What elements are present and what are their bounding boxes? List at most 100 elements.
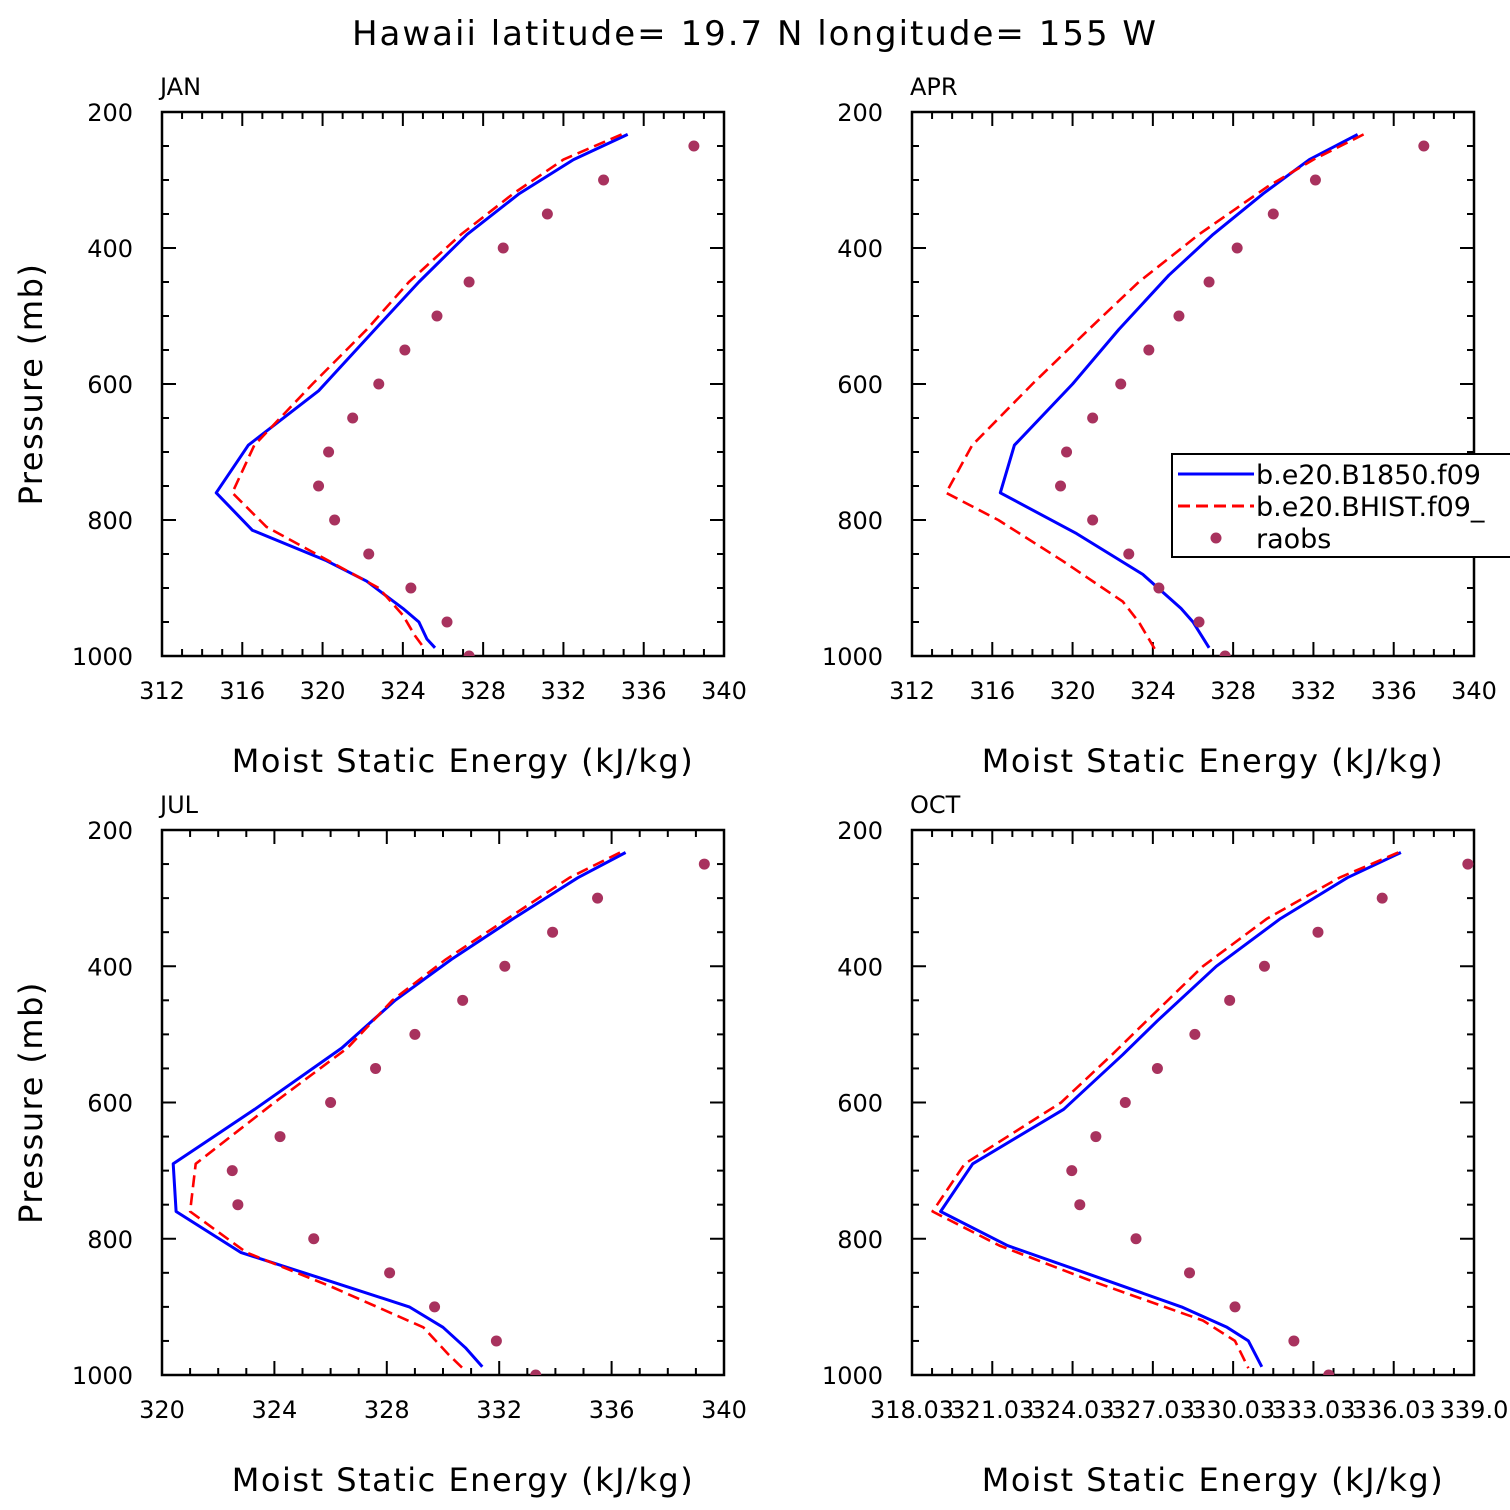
y-tick-label: 400 (837, 953, 883, 981)
y-tick-label: 800 (87, 507, 133, 535)
raobs-point (1224, 994, 1236, 1006)
raobs-point (547, 926, 559, 938)
plot-frame (160, 110, 726, 658)
figure-title: Hawaii latitude= 19.7 N longitude= 155 W (352, 14, 1158, 54)
series-line-bhist (944, 133, 1365, 650)
raobs-point (1153, 582, 1165, 594)
raobs-point (463, 276, 475, 288)
raobs-point (429, 1301, 441, 1313)
x-tick-label: 320 (139, 1396, 185, 1424)
y-tick-label: 1000 (72, 643, 133, 671)
y-tick-label: 200 (87, 817, 133, 845)
raobs-point (405, 582, 417, 594)
series-line-bhist (931, 851, 1399, 1369)
x-tick-label: 340 (1451, 677, 1497, 705)
x-tick-label: 332 (1291, 677, 1337, 705)
raobs-point (499, 960, 511, 972)
series-line-b1850 (214, 133, 629, 649)
x-tick-label: 316 (219, 677, 265, 705)
x-tick-label: 324 (1130, 677, 1176, 705)
plot-frame (910, 828, 1476, 1377)
x-tick-label: 327.03 (1111, 1396, 1195, 1424)
raobs-point (1462, 858, 1474, 870)
raobs-point (490, 1335, 502, 1347)
raobs-point (313, 480, 325, 492)
x-axis-title: Moist Static Energy (kJ/kg) (232, 742, 694, 780)
raobs-point (1203, 276, 1215, 288)
x-tick-label: 324.03 (1031, 1396, 1115, 1424)
x-axis-title: Moist Static Energy (kJ/kg) (982, 742, 1444, 780)
raobs-point (592, 892, 604, 904)
x-tick-label: 320 (1050, 677, 1096, 705)
raobs-point (457, 994, 469, 1006)
raobs-point (1123, 548, 1135, 560)
raobs-point (1189, 1028, 1201, 1040)
raobs-point (1115, 378, 1127, 390)
y-tick-label: 1000 (822, 643, 883, 671)
x-tick-label: 328 (1210, 677, 1256, 705)
y-tick-label: 200 (837, 817, 883, 845)
legend-box (1171, 453, 1510, 558)
raobs-point (1130, 1233, 1142, 1245)
y-tick-label: 800 (87, 1226, 133, 1254)
series-group (171, 851, 710, 1375)
y-axis-title: Pressure (mb) (12, 263, 50, 506)
legend-label-raobs: raobs (1256, 524, 1331, 555)
raobs-point (1193, 616, 1205, 628)
y-tick-label: 1000 (822, 1362, 883, 1390)
y-axis-title: Pressure (mb) (12, 981, 50, 1224)
panel-jan: JAN 312 316 320 324 328 332 336 340 200 400 600 800 1… (12, 73, 747, 780)
series-group (214, 133, 700, 656)
raobs-point (226, 1165, 238, 1177)
raobs-point (1087, 412, 1099, 424)
y-tick-label: 600 (837, 1090, 883, 1118)
x-tick-label: 330.03 (1191, 1396, 1275, 1424)
raobs-point (530, 1369, 542, 1375)
raobs-point (1229, 1301, 1241, 1313)
raobs-point (325, 1097, 337, 1108)
plot-frame (910, 110, 1476, 658)
y-tick-label: 600 (87, 1090, 133, 1118)
plot-frame (160, 828, 726, 1377)
raobs-point (1173, 310, 1185, 322)
series-line-bhist (188, 851, 621, 1370)
series-group (944, 133, 1430, 656)
raobs-point (688, 140, 700, 152)
raobs-point (1151, 1062, 1163, 1074)
raobs-point (441, 616, 453, 628)
raobs-point (1323, 1369, 1335, 1375)
raobs-point (1376, 892, 1388, 904)
raobs-point (329, 514, 341, 526)
panel-jul: JUL 320 324 328 332 336 340 200 400 600 800 1000 Moi… (12, 791, 747, 1499)
panel-oct: OCT318.03321.03324.03327.03330.03333.033… (822, 791, 1508, 1499)
raobs-point (598, 174, 610, 186)
y-tick-label: 800 (837, 507, 883, 535)
raobs-point (1288, 1335, 1300, 1347)
x-tick-label: 312 (139, 677, 185, 705)
raobs-point (1184, 1267, 1196, 1279)
raobs-point (1231, 242, 1243, 254)
raobs-point (698, 858, 710, 870)
x-tick-label: 332 (476, 1396, 522, 1424)
raobs-point (399, 344, 411, 356)
raobs-point (1074, 1199, 1086, 1211)
raobs-point (1309, 174, 1321, 186)
raobs-point (323, 446, 335, 458)
y-tick-label: 400 (87, 953, 133, 981)
x-tick-label: 318.03 (870, 1396, 954, 1424)
raobs-point (347, 412, 359, 424)
x-tick-label: 336 (589, 1396, 635, 1424)
raobs-point (1066, 1165, 1078, 1177)
series-line-b1850 (939, 851, 1402, 1368)
x-tick-label: 340 (701, 1396, 747, 1424)
series-line-b1850 (171, 851, 627, 1368)
x-tick-label: 328 (460, 677, 506, 705)
raobs-point (1418, 140, 1430, 152)
legend-label-bhist: b.e20.BHIST.f09_ (1256, 492, 1485, 523)
raobs-point (384, 1267, 396, 1279)
x-tick-label: 321.03 (950, 1396, 1034, 1424)
y-tick-label: 600 (87, 371, 133, 399)
legend-swatch-raobs (1210, 532, 1222, 544)
x-tick-label: 316 (969, 677, 1015, 705)
y-tick-label: 800 (837, 1226, 883, 1254)
